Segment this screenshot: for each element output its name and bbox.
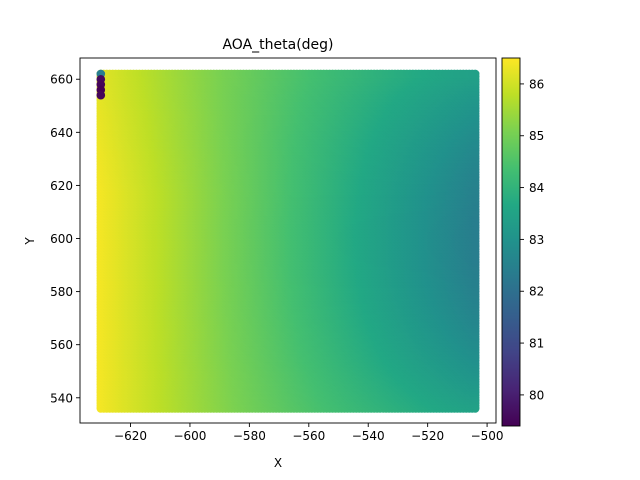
scatter-points (96, 69, 480, 413)
plot-area: −620 −600 −580 −560 −540 −520 −500 54056058060… (50, 57, 504, 443)
chart-title: AOA_theta(deg) (222, 37, 333, 53)
